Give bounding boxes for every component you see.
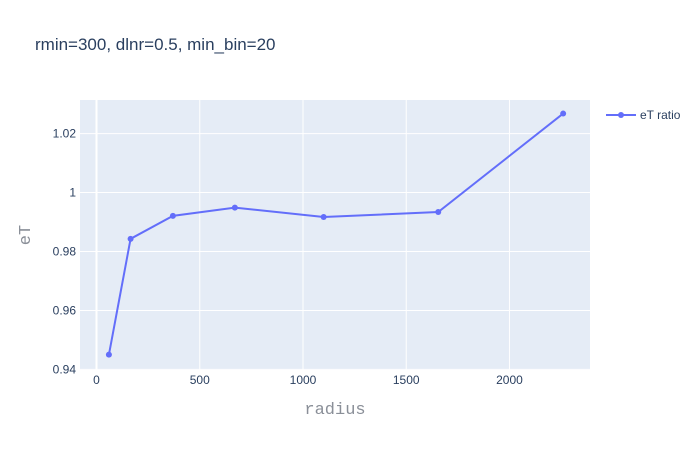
x-tick-label: 500 — [190, 373, 210, 387]
data-point[interactable] — [169, 212, 176, 219]
y-tick-label: 1 — [69, 186, 76, 200]
data-point[interactable] — [231, 204, 238, 211]
legend-entry-label: eT ratio — [640, 108, 681, 122]
data-point[interactable] — [435, 209, 442, 216]
y-tick-label: 0.98 — [53, 245, 77, 259]
y-tick-label: 1.02 — [53, 127, 77, 141]
plot-background — [80, 100, 590, 370]
x-tick-labels: 0 500 1000 1500 2000 — [93, 373, 523, 387]
x-tick-label: 0 — [93, 373, 100, 387]
y-tick-labels: 0.94 0.96 0.98 1 1.02 — [53, 127, 77, 377]
chart-title: rmin=300, dlnr=0.5, min_bin=20 — [35, 35, 276, 54]
x-tick-label: 1500 — [393, 373, 420, 387]
x-tick-label: 2000 — [496, 373, 523, 387]
y-tick-label: 0.94 — [53, 362, 77, 376]
data-point[interactable] — [127, 235, 134, 242]
series-layer — [105, 110, 567, 358]
x-tick-label: 1000 — [290, 373, 317, 387]
data-point[interactable] — [560, 110, 567, 117]
data-point[interactable] — [320, 214, 327, 221]
legend[interactable]: eT ratio — [606, 108, 681, 122]
data-point[interactable] — [105, 351, 112, 358]
x-axis-title: radius — [304, 401, 365, 420]
legend-marker-swatch — [618, 112, 624, 118]
y-tick-label: 0.96 — [53, 303, 77, 317]
y-axis-title: eT — [17, 225, 36, 245]
grid-layer — [80, 100, 590, 370]
